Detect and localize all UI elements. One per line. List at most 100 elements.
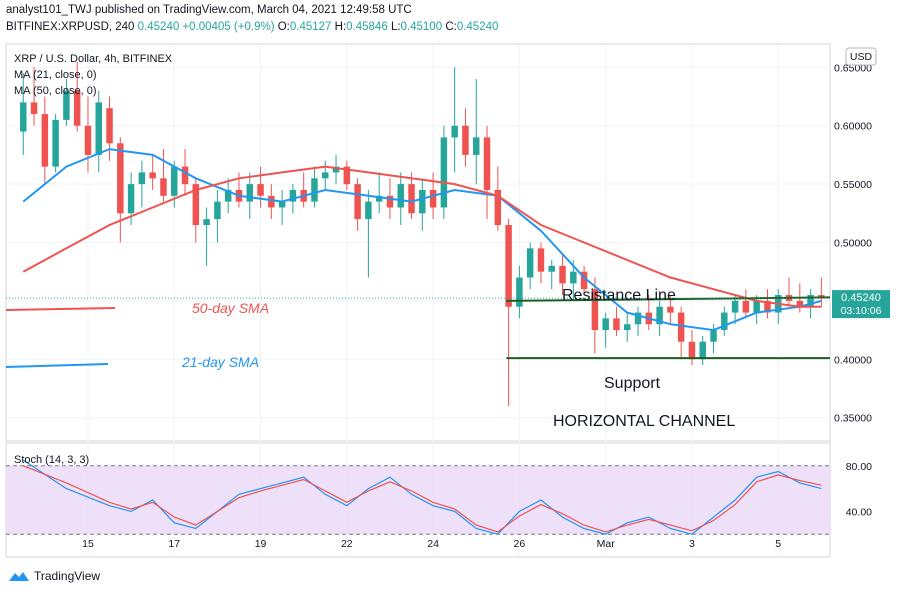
candle (602, 312, 609, 348)
last-price-value: 0.45240 (137, 21, 180, 33)
x-tick-label: 3 (689, 538, 695, 550)
candle (246, 172, 253, 220)
candle-body (203, 219, 210, 225)
x-tick-label: Mar (597, 538, 616, 550)
candle-body (613, 318, 620, 331)
candle (537, 242, 545, 284)
candle (203, 207, 210, 266)
stoch-y-tick-label: 80.00 (846, 461, 872, 473)
candle (634, 306, 642, 336)
candle (73, 61, 81, 132)
candle (580, 265, 588, 296)
candle-body (462, 125, 469, 155)
candle (343, 160, 351, 190)
candle (462, 108, 469, 167)
candle (688, 330, 696, 366)
x-tick-label: 15 (82, 538, 94, 550)
candle-body (570, 271, 577, 284)
stoch-band-fill (6, 465, 830, 535)
candle-body (526, 248, 534, 278)
candle-series (20, 61, 825, 406)
low-label: L: (390, 21, 401, 33)
candle-body (408, 184, 415, 214)
x-tick-label: 22 (341, 538, 353, 550)
candle-body (483, 137, 491, 190)
candle (624, 312, 631, 342)
candle-body (20, 102, 27, 132)
candle-body (742, 300, 750, 313)
candle-body (710, 330, 717, 342)
candle (408, 172, 415, 220)
chart-area[interactable]: 0.650000.600000.550000.500000.450000.400… (0, 40, 900, 562)
candle-body (516, 277, 523, 307)
candle-body (548, 265, 555, 272)
candle-body (117, 143, 124, 214)
candle-body (332, 166, 340, 173)
candle-body (634, 312, 642, 325)
candle-body (257, 184, 264, 196)
currency-badge[interactable] (845, 47, 877, 66)
stoch-y-tick-label: 40.00 (846, 506, 872, 518)
open-label: O: (277, 21, 290, 33)
candle (41, 96, 49, 185)
y-tick-label: 0.50000 (834, 238, 872, 250)
candle-body (52, 119, 59, 167)
last-price-badge (832, 290, 890, 319)
close-value: 0.45240 (456, 21, 499, 33)
legend-title: XRP / U.S. Dollar, 4h, BITFINEX (14, 53, 173, 65)
publish-info: analyst101_TWJ published on TradingView.… (6, 4, 412, 16)
candle (742, 289, 750, 319)
x-tick-label: 5 (775, 538, 781, 550)
candle (365, 189, 372, 278)
resistance-line (506, 296, 831, 302)
candle (699, 335, 706, 366)
candle-body (311, 178, 318, 202)
candle-body (419, 189, 426, 214)
candle (505, 219, 512, 406)
candle (332, 154, 340, 185)
y-tick-label: 0.55000 (834, 179, 872, 191)
open-value: 0.45127 (289, 21, 332, 33)
candle (526, 242, 534, 290)
candle (419, 178, 426, 231)
candle-body (591, 289, 599, 331)
high-label: H: (334, 21, 347, 33)
candle-body (602, 318, 609, 331)
last-price-badge-value: 0.45240 (841, 292, 881, 304)
high-value: 0.45846 (346, 21, 388, 33)
candle-body (149, 172, 156, 179)
candle (257, 166, 264, 208)
candle-body (246, 184, 253, 202)
candle-body (505, 224, 512, 307)
candle-body (192, 184, 200, 225)
candle (656, 300, 663, 336)
candle (764, 289, 771, 319)
stoch-k-line (22, 459, 822, 535)
candle-body (343, 166, 351, 185)
sma21-marker (5, 363, 109, 368)
candle-body (106, 108, 113, 144)
candle-body (127, 184, 135, 214)
candle (483, 125, 491, 220)
legend-stoch: Stoch (14, 3, 3) (14, 454, 89, 466)
candle (613, 306, 620, 336)
candle-body (580, 271, 588, 290)
ma21-line (22, 148, 822, 332)
candle-body (73, 90, 81, 126)
candle (214, 189, 221, 243)
candle-body (677, 312, 685, 342)
stoch-band (6, 465, 830, 535)
candle (440, 125, 448, 220)
candle (494, 166, 502, 231)
currency-badge-label: USD (850, 51, 873, 63)
candle (677, 306, 685, 360)
candle-body (656, 306, 663, 325)
candle (95, 90, 102, 173)
y-tick-label: 0.35000 (834, 413, 872, 425)
candle (84, 96, 92, 173)
y-tick-label: 0.60000 (834, 121, 872, 133)
symbol-info-line: BITFINEX:XRPUSD, 240 0.45240 +0.00405 (+… (6, 21, 498, 33)
annotation-support: Support (604, 375, 661, 392)
candle-body (160, 178, 167, 196)
candle-body (181, 166, 189, 185)
